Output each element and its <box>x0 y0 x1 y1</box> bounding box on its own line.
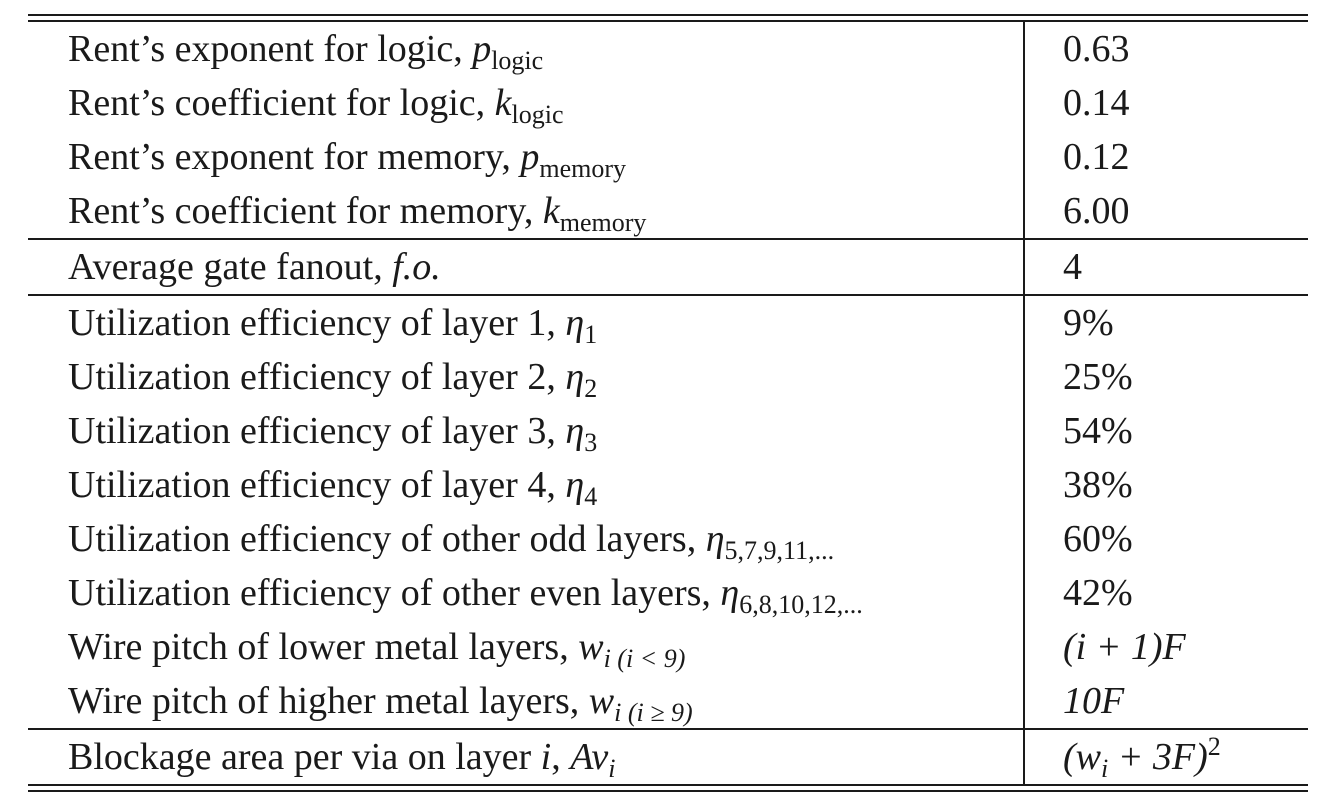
parameter-table-body: Rent’s exponent for logic, plogic 0.63 R… <box>28 22 1308 784</box>
table-row: Utilization efficiency of layer 3, η3 54… <box>28 404 1308 458</box>
top-double-rule <box>28 14 1308 22</box>
parameter-label: Rent’s coefficient for memory, kmemory <box>28 184 1025 239</box>
parameter-value: 38% <box>1063 464 1133 506</box>
parameter-label: Utilization efficiency of layer 3, η3 <box>28 404 1025 458</box>
parameter-value: 60% <box>1063 518 1133 560</box>
parameter-value: 54% <box>1063 410 1133 452</box>
parameter-value: (i + 1)F <box>1063 626 1186 668</box>
parameter-label: Wire pitch of higher metal layers, wi (i… <box>28 674 1025 729</box>
table-row: Rent’s exponent for memory, pmemory 0.12 <box>28 130 1308 184</box>
parameter-value: 42% <box>1063 572 1133 614</box>
parameter-value: (wi + 3F)2 <box>1024 728 1308 784</box>
parameter-value: 9% <box>1024 294 1308 350</box>
table-row: Utilization efficiency of layer 4, η4 38… <box>28 458 1308 512</box>
table-row: Rent’s coefficient for logic, klogic 0.1… <box>28 76 1308 130</box>
table-row: Utilization efficiency of other even lay… <box>28 566 1308 620</box>
parameter-value: 0.12 <box>1063 136 1130 178</box>
table-row: Rent’s exponent for logic, plogic 0.63 <box>28 22 1308 76</box>
table-row: Utilization efficiency of other odd laye… <box>28 512 1308 566</box>
parameter-label: Utilization efficiency of other even lay… <box>28 566 1025 620</box>
parameter-label: Wire pitch of lower metal layers, wi (i … <box>28 620 1025 674</box>
table-row: Utilization efficiency of layer 2, η2 25… <box>28 350 1308 404</box>
parameter-value: 4 <box>1024 238 1308 295</box>
parameter-label: Rent’s coefficient for logic, klogic <box>28 76 1025 130</box>
table-row: Wire pitch of higher metal layers, wi (i… <box>28 674 1308 729</box>
parameter-table: Rent’s exponent for logic, plogic 0.63 R… <box>28 14 1308 792</box>
parameter-value: 6.00 <box>1063 190 1130 232</box>
parameter-value: 0.63 <box>1063 28 1130 70</box>
table-row: Wire pitch of lower metal layers, wi (i … <box>28 620 1308 674</box>
parameter-value: 0.14 <box>1063 82 1130 124</box>
table-row: Blockage area per via on layer i, Avi (w… <box>28 728 1308 784</box>
bottom-double-rule <box>28 784 1308 792</box>
parameter-label: Rent’s exponent for memory, pmemory <box>28 130 1025 184</box>
parameter-label: Average gate fanout, f.o. <box>28 238 1025 295</box>
table-row: Utilization efficiency of layer 1, η1 9% <box>28 294 1308 350</box>
parameter-label: Utilization efficiency of layer 4, η4 <box>28 458 1025 512</box>
table-row: Rent’s coefficient for memory, kmemory 6… <box>28 184 1308 239</box>
parameter-label: Utilization efficiency of layer 2, η2 <box>28 350 1025 404</box>
parameter-label: Utilization efficiency of layer 1, η1 <box>28 294 1025 350</box>
parameter-value: 10F <box>1063 680 1125 722</box>
parameter-label: Blockage area per via on layer i, Avi <box>28 728 1025 784</box>
parameter-label: Utilization efficiency of other odd laye… <box>28 512 1025 566</box>
parameter-label: Rent’s exponent for logic, plogic <box>28 22 1025 76</box>
table-row: Average gate fanout, f.o. 4 <box>28 238 1308 295</box>
parameter-value: 25% <box>1063 356 1133 398</box>
